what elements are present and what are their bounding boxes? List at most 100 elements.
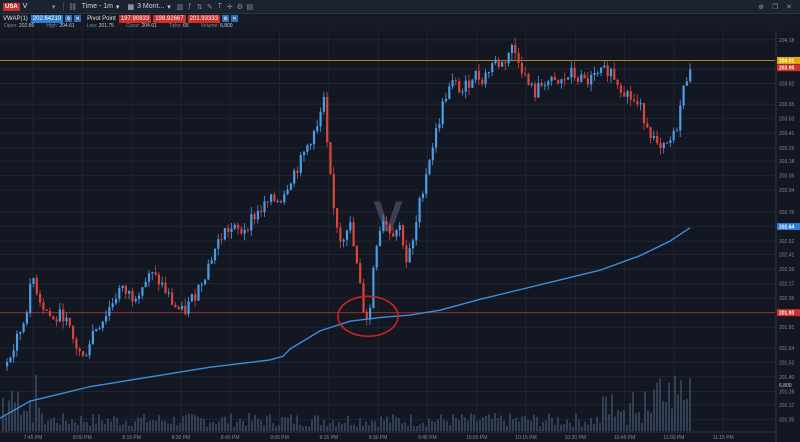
volume-bar bbox=[623, 409, 625, 431]
candle-body bbox=[510, 45, 514, 54]
candle-body bbox=[345, 230, 349, 240]
volume-bar bbox=[320, 424, 322, 431]
volume-bar bbox=[239, 418, 241, 431]
volume-bar bbox=[128, 425, 130, 431]
volume-bar bbox=[311, 419, 313, 431]
text-icon[interactable]: T bbox=[217, 3, 222, 10]
volume-bar bbox=[443, 419, 445, 431]
volume-bar bbox=[410, 414, 412, 431]
volume-bar bbox=[422, 422, 424, 431]
pivot-value-1: 197.90833 bbox=[118, 14, 152, 23]
candle-body bbox=[6, 361, 9, 367]
layout-icon[interactable]: ▤ bbox=[246, 3, 254, 11]
volume-bar bbox=[227, 423, 229, 431]
volume-bar bbox=[647, 410, 649, 431]
settings-icon[interactable]: ⚙ bbox=[236, 3, 243, 11]
volume-bar bbox=[542, 421, 544, 431]
chart-type-icon[interactable]: ▥ bbox=[176, 3, 184, 11]
volume-bar bbox=[344, 422, 346, 431]
study-remove-icon[interactable]: ✕ bbox=[230, 15, 238, 22]
link-icon[interactable]: ⛓ bbox=[68, 3, 78, 11]
volume-bar bbox=[140, 417, 142, 431]
candle-body bbox=[626, 91, 629, 97]
close-icon[interactable]: ✕ bbox=[786, 3, 792, 11]
volume-bar bbox=[236, 421, 238, 431]
vwap-study-label[interactable]: VWAP(1) bbox=[3, 15, 28, 22]
detach-icon[interactable]: ❐ bbox=[771, 3, 779, 11]
interval-selector[interactable]: Time - 1m ▾ bbox=[78, 3, 124, 11]
volume-bar bbox=[14, 402, 16, 431]
crosshair-icon[interactable]: ✛ bbox=[226, 3, 233, 11]
volume-bar bbox=[284, 417, 286, 431]
candle-body bbox=[418, 197, 421, 223]
study-remove-icon[interactable]: ✕ bbox=[74, 15, 82, 22]
ohlc-value: 65 bbox=[183, 23, 189, 29]
study-settings-icon[interactable]: ⚙ bbox=[65, 15, 73, 22]
ohlc-label: Close: bbox=[125, 23, 142, 29]
symbol-field[interactable]: V bbox=[22, 3, 28, 10]
y-axis-tick-label: 201.81 bbox=[779, 325, 795, 331]
volume-bar bbox=[245, 425, 247, 431]
volume-bar bbox=[263, 425, 265, 431]
volume-bar bbox=[191, 414, 193, 431]
volume-axis-label: 6,800 bbox=[779, 383, 792, 389]
candle-body bbox=[421, 193, 424, 198]
candle-body bbox=[619, 85, 622, 93]
candle-body bbox=[263, 201, 266, 212]
candle-body bbox=[636, 101, 639, 105]
volume-bar bbox=[617, 410, 619, 431]
volume-bar bbox=[497, 418, 499, 431]
volume-bar bbox=[446, 421, 448, 431]
candle-body bbox=[42, 302, 45, 310]
volume-bar bbox=[524, 416, 526, 431]
range-selector[interactable]: ▦ 3 Mont... ▾ bbox=[123, 3, 174, 11]
candle-body bbox=[279, 200, 283, 203]
candle-body bbox=[32, 278, 35, 284]
y-axis-panel bbox=[776, 31, 800, 442]
volume-bar bbox=[80, 416, 82, 431]
window-controls: ⊕ ❐ ✕ bbox=[756, 2, 794, 11]
volume-bar bbox=[419, 424, 421, 431]
price-badge-label: 201.93 bbox=[779, 311, 795, 317]
lock-icon[interactable]: ⊕ bbox=[758, 3, 764, 11]
candle-body bbox=[497, 59, 500, 67]
volume-bar bbox=[269, 414, 271, 431]
indicators-icon[interactable]: ƒ bbox=[187, 3, 192, 10]
x-axis-tick-label: 8:00 PM bbox=[73, 435, 92, 441]
volume-bar bbox=[674, 375, 676, 431]
volume-bar bbox=[563, 424, 565, 431]
volume-bar bbox=[362, 425, 364, 431]
dropdown-chevron-icon[interactable]: ▾ bbox=[51, 3, 56, 11]
volume-bar bbox=[530, 420, 532, 431]
volume-bar bbox=[404, 421, 406, 431]
compare-icon[interactable]: ⇅ bbox=[196, 3, 203, 11]
volume-bar bbox=[365, 421, 367, 431]
volume-bar bbox=[593, 423, 595, 431]
volume-bar bbox=[599, 422, 601, 431]
price-chart[interactable]: V204.18204.01203.94203.82203.65203.53203… bbox=[0, 31, 800, 442]
x-axis-tick-label: 9:45 PM bbox=[418, 435, 437, 441]
candle-body bbox=[458, 81, 461, 93]
y-axis-tick-label: 202.76 bbox=[779, 210, 795, 216]
candle-body bbox=[48, 310, 52, 317]
calendar-icon: ▦ bbox=[127, 3, 135, 11]
study-settings-icon[interactable]: ⚙ bbox=[221, 15, 229, 22]
x-axis-tick-label: 9:15 PM bbox=[319, 435, 338, 441]
ohlc-readout: Open: 202.86 High: 204.61 Low: 201.75 Close… bbox=[0, 23, 800, 31]
candle-body bbox=[121, 285, 124, 289]
volume-bar bbox=[611, 394, 613, 431]
volume-bar bbox=[260, 420, 262, 431]
drawing-icon[interactable]: ✎ bbox=[206, 3, 213, 11]
candle-body bbox=[477, 70, 481, 80]
ohlc-label: Open: bbox=[4, 23, 20, 29]
candle-body bbox=[25, 312, 28, 324]
candle-body bbox=[613, 68, 616, 80]
pivot-study-label[interactable]: Pivot Point bbox=[87, 15, 116, 22]
x-axis-tick-label: 8:15 PM bbox=[122, 435, 141, 441]
volume-bar bbox=[149, 420, 151, 431]
volume-bar bbox=[200, 418, 202, 431]
volume-bar bbox=[629, 402, 631, 431]
candle-body bbox=[560, 79, 563, 84]
volume-bar bbox=[89, 425, 91, 431]
volume-bar bbox=[155, 420, 157, 431]
